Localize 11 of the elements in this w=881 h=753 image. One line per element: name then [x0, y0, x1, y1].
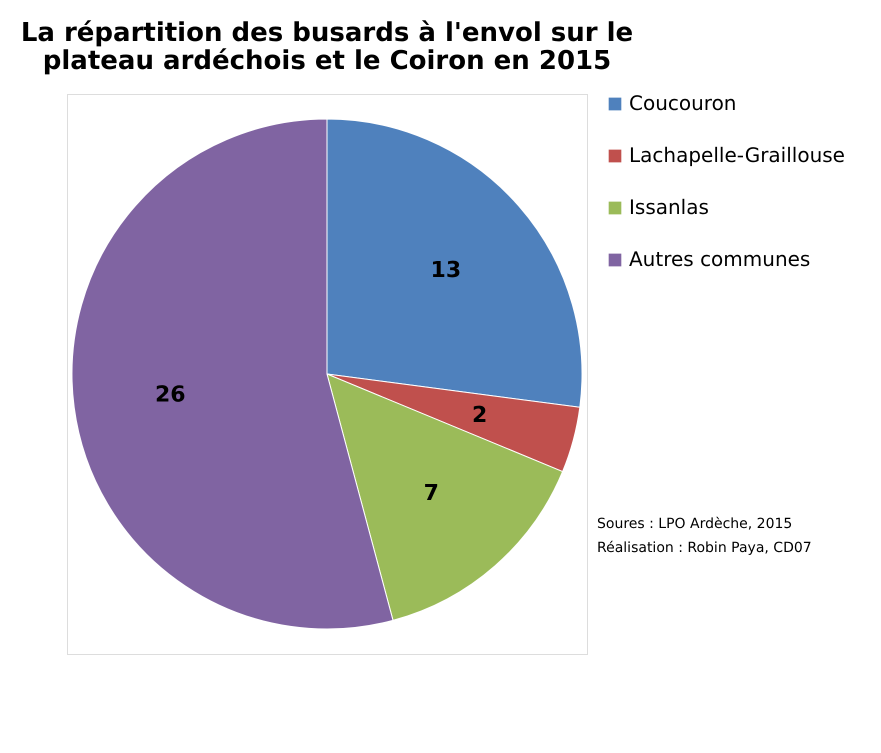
data-label: 26: [154, 382, 186, 408]
legend-label: Issanlas: [629, 195, 709, 219]
chart-title: La répartition des busards à l'envol sur le plateau ardéchois et le Coiron en 2015: [20, 18, 634, 76]
text: Réalisation : Robin Paya, CD07: [597, 540, 812, 556]
legend-label: Coucouron: [629, 91, 736, 115]
data-label: 7: [424, 480, 439, 506]
text: Soures : LPO Ardèche, 2015: [597, 516, 792, 532]
legend-label: Lachapelle-Graillouse: [629, 143, 845, 167]
legend-label: Autres communes: [629, 247, 810, 271]
data-label: 13: [430, 258, 462, 283]
data-label: 2: [472, 402, 488, 428]
